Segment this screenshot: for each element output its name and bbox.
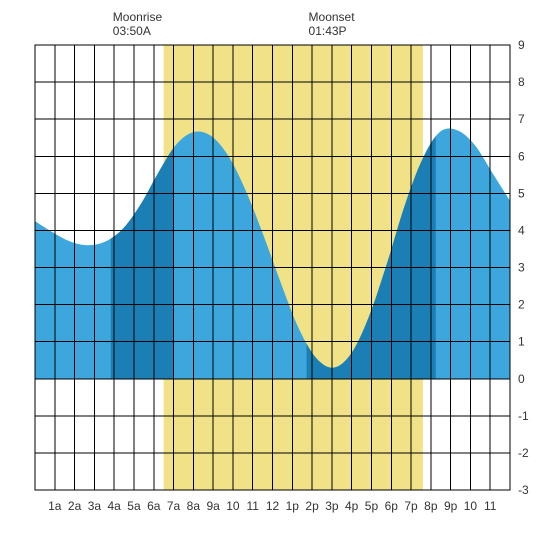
svg-text:7: 7 bbox=[518, 112, 525, 126]
svg-text:3a: 3a bbox=[88, 499, 102, 513]
svg-text:3: 3 bbox=[518, 261, 525, 275]
svg-text:7a: 7a bbox=[167, 499, 181, 513]
svg-text:11: 11 bbox=[484, 499, 497, 513]
svg-text:10: 10 bbox=[464, 499, 478, 513]
svg-text:5a: 5a bbox=[127, 499, 141, 513]
svg-text:4: 4 bbox=[518, 223, 525, 237]
svg-text:-1: -1 bbox=[518, 409, 529, 423]
moonset-title: Moonset bbox=[309, 10, 355, 24]
svg-text:9a: 9a bbox=[206, 499, 220, 513]
svg-text:2: 2 bbox=[518, 298, 525, 312]
moonset-label: Moonset 01:43P bbox=[309, 10, 355, 38]
moonrise-title: Moonrise bbox=[113, 10, 162, 24]
svg-text:9p: 9p bbox=[444, 499, 458, 513]
svg-text:1a: 1a bbox=[48, 499, 62, 513]
svg-text:2a: 2a bbox=[68, 499, 82, 513]
svg-text:6a: 6a bbox=[147, 499, 161, 513]
svg-text:11: 11 bbox=[246, 499, 259, 513]
moonrise-label: Moonrise 03:50A bbox=[113, 10, 162, 38]
svg-text:0: 0 bbox=[518, 372, 525, 386]
svg-text:9: 9 bbox=[518, 38, 525, 52]
svg-text:6p: 6p bbox=[385, 499, 399, 513]
svg-text:3p: 3p bbox=[325, 499, 339, 513]
svg-text:7p: 7p bbox=[404, 499, 418, 513]
svg-text:1: 1 bbox=[518, 335, 525, 349]
svg-text:8p: 8p bbox=[424, 499, 438, 513]
moonset-time: 01:43P bbox=[309, 24, 347, 38]
svg-text:-3: -3 bbox=[518, 483, 529, 497]
svg-text:12: 12 bbox=[266, 499, 280, 513]
svg-text:4a: 4a bbox=[107, 499, 121, 513]
svg-text:6: 6 bbox=[518, 149, 525, 163]
svg-text:2p: 2p bbox=[305, 499, 319, 513]
svg-text:8: 8 bbox=[518, 75, 525, 89]
svg-text:-2: -2 bbox=[518, 446, 529, 460]
svg-text:10: 10 bbox=[226, 499, 240, 513]
svg-text:8a: 8a bbox=[187, 499, 201, 513]
tide-chart: -3-2-101234567891a2a3a4a5a6a7a8a9a101112… bbox=[0, 0, 550, 550]
moonrise-time: 03:50A bbox=[113, 24, 151, 38]
svg-text:1p: 1p bbox=[286, 499, 300, 513]
chart-svg: -3-2-101234567891a2a3a4a5a6a7a8a9a101112… bbox=[0, 0, 550, 550]
svg-text:5p: 5p bbox=[365, 499, 379, 513]
svg-text:4p: 4p bbox=[345, 499, 359, 513]
svg-text:5: 5 bbox=[518, 186, 525, 200]
